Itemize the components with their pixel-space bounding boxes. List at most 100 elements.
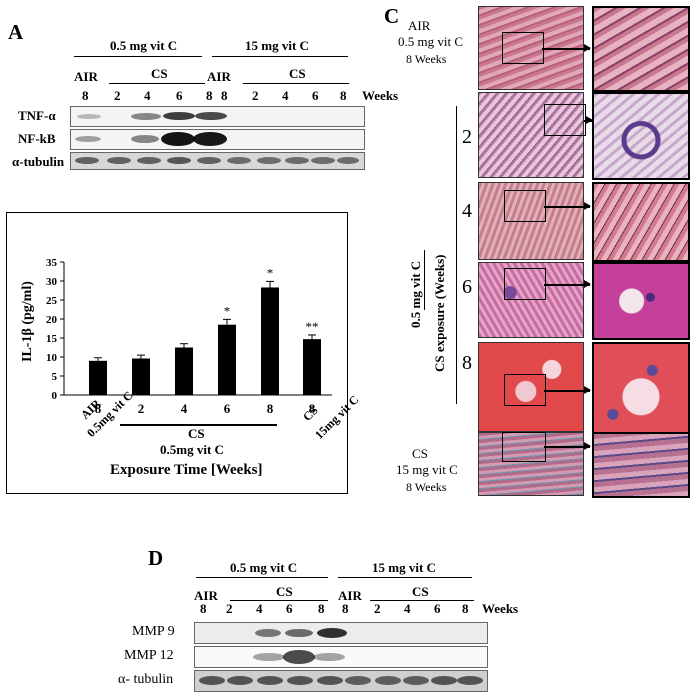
- panel-c-zoom-6w: [592, 262, 690, 340]
- panel-d-group-high: 15 mg vit C: [372, 560, 436, 575]
- panel-c-top-label-vitc: 0.5 mg vit C: [398, 34, 464, 49]
- panel-a-group-low: 0.5 mg vit C: [110, 38, 178, 53]
- panel-a-lane-week-0: 8: [82, 88, 89, 103]
- panel-c-arrow-4w: [544, 203, 591, 209]
- panel-d-weeks-label: Weeks: [482, 601, 519, 616]
- panel-d-cs-low-line: [230, 600, 328, 601]
- panel-c-zoombox-high: [502, 432, 546, 462]
- panel-c-top-label-air: AIR: [408, 18, 431, 33]
- panel-a-row-nfkb: NF-kB: [18, 131, 56, 146]
- panel-c-axis-divider: [424, 250, 425, 310]
- panel-d-lane-week-0: 8: [200, 601, 207, 616]
- panel-a-lane-week-4: 8: [206, 88, 213, 103]
- panel-c-letter: C: [384, 4, 400, 28]
- panel-c-image-4w: [478, 182, 584, 260]
- panel-a-cs-low-line: [109, 83, 205, 84]
- panel-c-arrow-high: [544, 443, 591, 449]
- panel-c-zoombox-8w: [504, 374, 546, 406]
- panel-b-xtick-label-1: 2: [138, 401, 145, 416]
- panel-d-lane-week-9: 8: [462, 601, 469, 616]
- panel-c-zoom-2w: [592, 92, 690, 180]
- panel-d-lane-week-7: 4: [404, 601, 411, 616]
- panel-c-week-8: 8: [462, 352, 472, 374]
- panel-d-lane-week-1: 2: [226, 601, 233, 616]
- panel-a-air-high: AIR: [207, 69, 231, 84]
- panel-d-row-mmp9: MMP 9: [132, 624, 175, 639]
- panel-c-arrow-6w: [544, 281, 591, 287]
- panel-b-cs-label: CS: [188, 426, 205, 441]
- panel-b-xtick-label-0: 8: [95, 401, 102, 416]
- panel-d-group-high-line: [338, 577, 472, 578]
- panel-d-air-low: AIR: [194, 588, 218, 603]
- panel-d-lane-week-4: 8: [318, 601, 325, 616]
- panel-b-ytick-label-2: 10: [46, 352, 58, 364]
- panel-b-bar-2: [175, 347, 193, 395]
- panel-c-zoombox-air: [502, 32, 544, 64]
- panel-d-cs-high-line: [370, 600, 474, 601]
- panel-b-xlabel: Exposure Time [Weeks]: [110, 462, 263, 478]
- panel-b-bar-chart: 0 5 10 15 20 25 30 35 8 2 4 * 6 * 8 ** 8: [46, 257, 332, 416]
- panel-a-lane-week-5: 8: [221, 88, 228, 103]
- panel-a-weeks-label: Weeks: [362, 88, 399, 103]
- panel-b-cs-line: [120, 424, 277, 426]
- panel-c-arrow-8w: [544, 387, 591, 393]
- panel-d-cs-high: CS: [412, 584, 429, 599]
- panel-a-cs-low: CS: [151, 66, 168, 81]
- panel-b-ytick-label-7: 35: [46, 257, 58, 269]
- panel-b-bar-4: [261, 287, 279, 395]
- panel-c-zoom-high: [592, 432, 690, 498]
- panel-c-bottom-label-vitc: 15 mg vit C: [396, 462, 458, 477]
- panel-b-bar-3: [218, 324, 236, 395]
- panel-c-image-6w: [478, 262, 584, 338]
- panel-a-cs-high: CS: [289, 66, 306, 81]
- panel-c-week-6: 6: [462, 276, 472, 298]
- panel-d-lane-week-5: 8: [342, 601, 349, 616]
- panel-c-bottom-label-cs: CS: [412, 446, 428, 461]
- panel-a-lane-week-9: 8: [340, 88, 347, 103]
- panel-b-xtick-label-2: 4: [181, 401, 188, 416]
- panel-a-row-tnf: TNF-α: [18, 108, 56, 123]
- panel-b-ytick-label-4: 20: [46, 314, 58, 326]
- panel-c-top-label-weeks: 8 Weeks: [406, 52, 447, 66]
- panel-c-week-4: 4: [462, 200, 472, 222]
- panel-a-lane-week-6: 2: [252, 88, 259, 103]
- panel-d-row-tubulin: α- tubulin: [118, 672, 174, 687]
- panel-d-lane-week-2: 4: [256, 601, 263, 616]
- panel-c-zoom-8w: [592, 342, 690, 434]
- panel-b-bar-5: [303, 339, 321, 395]
- panel-b-sig-5: **: [306, 319, 319, 334]
- panel-b-ytick-label-5: 25: [46, 295, 58, 307]
- panel-b-sig-3: *: [224, 303, 231, 318]
- panel-c-zoom-4w: [592, 182, 690, 262]
- panel-a-lane-week-8: 6: [312, 88, 319, 103]
- panel-c-axis-line: [456, 106, 457, 404]
- panel-d-group-low-line: [196, 577, 328, 578]
- panel-d-lane-week-3: 6: [286, 601, 293, 616]
- panel-c-axis-vitc: 0.5 mg vit C: [408, 260, 423, 328]
- panel-b-bar-0: [89, 360, 107, 395]
- panel-b-ytick-label-1: 5: [52, 371, 58, 383]
- panel-b-cs-sub-label: 0.5mg vit C: [160, 442, 224, 457]
- panel-c-zoombox-2w: [544, 104, 586, 136]
- panel-c-bottom-label-weeks: 8 Weeks: [406, 480, 447, 494]
- panel-b-ytick-label-0: 0: [52, 390, 58, 402]
- panel-d-blot-tubulin: [194, 670, 488, 692]
- panel-c-image-8w: [478, 342, 584, 432]
- panel-b-xtick-label-3: 6: [224, 401, 231, 416]
- panel-c-arrow-air: [542, 45, 591, 51]
- panel-b-xtick-label-4: 8: [267, 401, 274, 416]
- panel-a-blot-nfkb: [70, 129, 365, 150]
- panel-a-cs-high-line: [243, 83, 349, 84]
- panel-c-zoom-air: [592, 6, 690, 92]
- panel-a-row-tubulin: α-tubulin: [12, 154, 65, 169]
- panel-a-letter: A: [8, 20, 24, 44]
- panel-c-zoombox-6w: [504, 268, 546, 300]
- panel-c-arrow-2w: [584, 117, 593, 123]
- panel-a-lane-week-3: 6: [176, 88, 183, 103]
- panel-a-lane-week-1: 2: [114, 88, 121, 103]
- panel-c-axis-cs: CS exposure (Weeks): [432, 254, 447, 372]
- panel-b-ytick-label-3: 15: [46, 333, 58, 345]
- panel-d-row-mmp12: MMP 12: [124, 648, 174, 663]
- panel-c-zoombox-4w: [504, 190, 546, 222]
- panel-b-ytick-label-6: 30: [46, 276, 58, 288]
